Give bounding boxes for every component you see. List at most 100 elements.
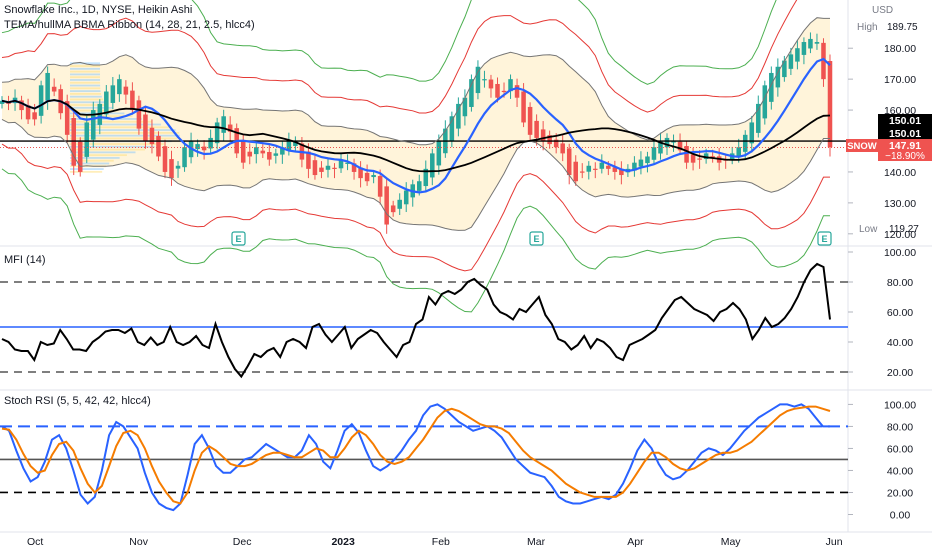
- candle-body: [293, 141, 298, 146]
- low-label: Low: [859, 224, 878, 235]
- volume-profile-bar: [70, 84, 101, 87]
- low-value: 119.27: [889, 224, 919, 235]
- candle-body: [671, 141, 676, 143]
- candle-body: [540, 129, 546, 142]
- candle-body: [169, 159, 174, 179]
- price-tick-label: 170.00: [884, 74, 916, 86]
- candle-body: [762, 85, 768, 119]
- indicator-title: TEMA/hullMA BBMA Ribbon (14, 28, 21, 2.5…: [4, 19, 255, 31]
- svg-text:SNOW: SNOW: [847, 141, 877, 152]
- volume-profile-bar: [70, 106, 113, 109]
- candle-body: [247, 151, 253, 157]
- bollinger-fill: [2, 17, 830, 231]
- candle-body: [345, 162, 350, 164]
- candle-body: [579, 171, 585, 173]
- candle-body: [821, 42, 826, 80]
- volume-profile-bar: [70, 76, 101, 79]
- candle-body: [351, 163, 357, 172]
- volume-profile-bar: [70, 131, 180, 134]
- volume-profile-bar: [70, 104, 108, 106]
- candle-body: [488, 79, 494, 89]
- time-axis-label: May: [721, 536, 742, 548]
- candle-body: [416, 181, 422, 191]
- candle-body: [64, 101, 70, 135]
- candle-body: [795, 48, 800, 62]
- candle-body: [534, 120, 539, 138]
- svg-text:E: E: [821, 234, 827, 244]
- stoch-title: Stoch RSI (5, 5, 42, 42, hlcc4): [4, 395, 151, 407]
- candle-body: [677, 141, 683, 151]
- candle-body: [38, 85, 44, 116]
- candle-body: [814, 42, 820, 44]
- volume-profile-bar: [70, 145, 155, 148]
- volume-profile-bar: [70, 148, 145, 151]
- candle-body: [371, 175, 376, 178]
- band-outer-upper: [1, 0, 777, 85]
- candle-body: [482, 79, 487, 81]
- candle-body: [403, 190, 409, 205]
- volume-profile-bar: [70, 168, 104, 170]
- candle-body: [632, 162, 637, 171]
- price-indicator-lines: [0, 0, 848, 313]
- candle-body: [690, 154, 696, 163]
- volume-profile-bar: [70, 143, 164, 145]
- earnings-marker[interactable]: E: [231, 231, 246, 246]
- svg-text:−18.90%: −18.90%: [885, 151, 925, 162]
- candle-body: [638, 159, 644, 167]
- volume-profile-bar: [70, 137, 178, 140]
- band-inner-lower: [1, 118, 830, 231]
- candle-body: [254, 147, 259, 155]
- time-axis-label: Nov: [129, 536, 148, 548]
- currency-label: USD: [872, 5, 893, 16]
- stoch-tick-label: 80.00: [887, 421, 913, 433]
- candle-body: [143, 114, 148, 142]
- time-axis-label: 2023: [331, 536, 355, 548]
- volume-profile-bar: [70, 162, 110, 165]
- candle-body: [651, 147, 657, 160]
- time-axis-label: Feb: [432, 536, 450, 548]
- candle-body: [697, 158, 702, 160]
- svg-text:E: E: [235, 234, 241, 244]
- earnings-marker[interactable]: E: [817, 231, 832, 246]
- volume-profile-bar: [70, 73, 101, 76]
- candle-body: [560, 143, 565, 154]
- stoch-tick-label: 0.00: [890, 509, 911, 521]
- candle-body: [358, 167, 363, 179]
- price-tick-label: 140.00: [884, 167, 916, 179]
- candle-body: [606, 165, 611, 169]
- earnings-marker[interactable]: E: [529, 231, 544, 246]
- candle-body: [775, 66, 781, 88]
- candle-body: [162, 146, 168, 172]
- candle-body: [475, 66, 481, 94]
- candle-body: [566, 148, 572, 176]
- candle-body: [553, 139, 559, 148]
- candle-body: [267, 152, 272, 160]
- svg-text:150.01: 150.01: [889, 128, 921, 140]
- volume-profile-bar: [70, 170, 103, 173]
- svg-text:147.91: 147.91: [889, 140, 921, 152]
- candle-body: [736, 147, 741, 157]
- volume-profile-bar: [70, 98, 104, 101]
- candle-body: [175, 165, 181, 169]
- candle-body: [260, 150, 266, 154]
- candle-body: [599, 162, 605, 169]
- volume-profile-bar: [70, 90, 101, 93]
- candle-body: [338, 159, 344, 169]
- volume-profile-bar: [70, 129, 176, 131]
- candle-body: [208, 137, 213, 149]
- candle-body: [703, 153, 709, 160]
- band-mid-lower: [1, 143, 830, 272]
- volume-profile-bar: [70, 159, 114, 162]
- volume-profile-bar: [70, 154, 127, 157]
- candle-body: [390, 205, 396, 213]
- volume-profile-bar: [70, 70, 101, 73]
- ma-value-badge: 150.01: [878, 127, 932, 140]
- candle-body: [312, 160, 318, 176]
- candle-body: [384, 186, 389, 225]
- candle-body: [462, 97, 468, 117]
- candle-body: [801, 42, 807, 55]
- candle-body: [32, 112, 37, 120]
- svg-text:150.01: 150.01: [889, 115, 921, 127]
- price-tick-label: 120.00: [884, 229, 916, 241]
